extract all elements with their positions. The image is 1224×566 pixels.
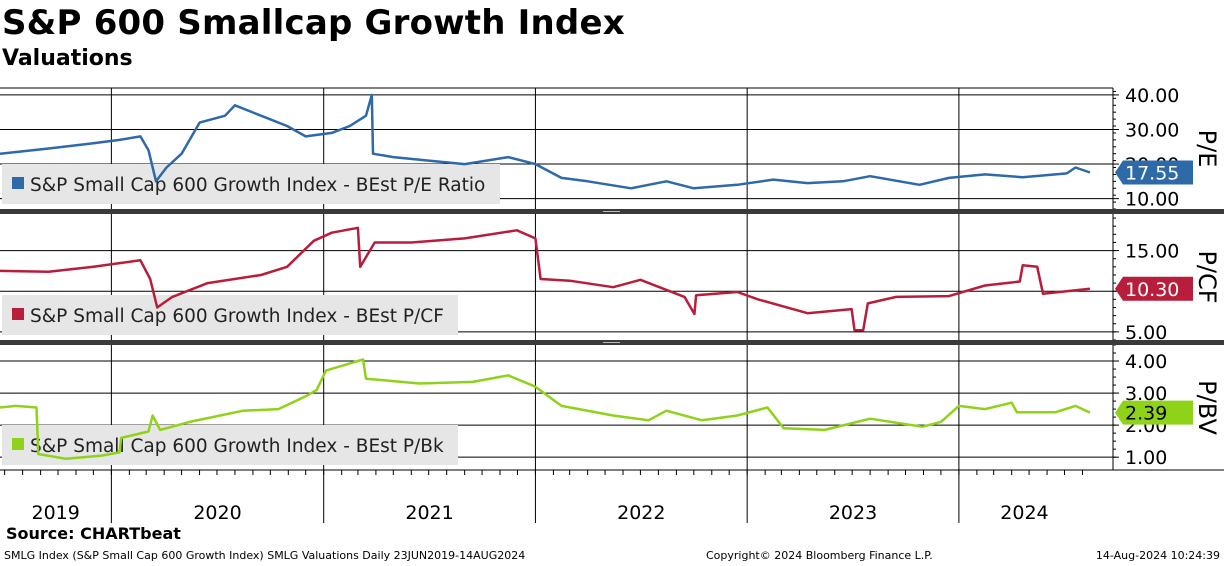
x-tick-label: 2021 bbox=[405, 502, 453, 524]
series-line bbox=[0, 358, 1091, 461]
page-subtitle: Valuations bbox=[2, 46, 133, 71]
x-tick-label: 2022 bbox=[617, 502, 665, 524]
legend-swatch bbox=[12, 438, 24, 450]
y-axis-title: P/E bbox=[1193, 130, 1221, 168]
series-line bbox=[0, 226, 1091, 332]
y-tick-label: 3.00 bbox=[1125, 383, 1167, 405]
legend-label: S&P Small Cap 600 Growth Index - BEst P/… bbox=[30, 306, 444, 327]
legend-background bbox=[2, 164, 500, 204]
legend-swatch bbox=[12, 308, 24, 320]
x-tick-label: 2023 bbox=[829, 502, 877, 524]
y-tick-label: 40.00 bbox=[1125, 85, 1179, 107]
last-value-tag-bg bbox=[1115, 276, 1193, 301]
legend: S&P Small Cap 600 Growth Index - BEst P/… bbox=[2, 164, 500, 204]
legend-swatch bbox=[12, 177, 24, 189]
footer-copyright: Copyright© 2024 Bloomberg Finance L.P. bbox=[706, 549, 933, 562]
x-tick-label: 2020 bbox=[193, 502, 241, 524]
last-value-label: 2.39 bbox=[1125, 403, 1167, 425]
y-tick-label: 10.00 bbox=[1125, 189, 1179, 211]
page-title: S&P 600 Smallcap Growth Index bbox=[2, 3, 625, 43]
series-line bbox=[0, 93, 1091, 190]
last-value-tag: 17.55 bbox=[1115, 160, 1193, 185]
footer-ticker-info: SMLG Index (S&P Small Cap 600 Growth Ind… bbox=[4, 549, 526, 562]
footer-timestamp: 14-Aug-2024 10:24:39 bbox=[1095, 549, 1220, 562]
y-axis-title: P/BV bbox=[1193, 380, 1221, 435]
x-tick-label: 2024 bbox=[1000, 502, 1048, 524]
legend-label: S&P Small Cap 600 Growth Index - BEst P/… bbox=[30, 436, 444, 457]
source-note: Source: CHARTbeat bbox=[6, 524, 181, 543]
last-value-tag-bg bbox=[1115, 160, 1193, 185]
last-value-label: 10.30 bbox=[1125, 279, 1179, 301]
last-value-label: 17.55 bbox=[1125, 163, 1179, 185]
legend: S&P Small Cap 600 Growth Index - BEst P/… bbox=[2, 295, 458, 335]
y-tick-label: 1.00 bbox=[1125, 447, 1167, 469]
y-tick-label: 4.00 bbox=[1125, 351, 1167, 373]
last-value-tag-bg bbox=[1115, 400, 1193, 425]
panel-p-bv: 1.002.003.004.00P/BVS&P Small Cap 600 Gr… bbox=[0, 344, 1221, 470]
legend-background bbox=[2, 295, 458, 335]
legend-label: S&P Small Cap 600 Growth Index - BEst P/… bbox=[30, 175, 485, 196]
last-value-tag: 2.39 bbox=[1115, 400, 1193, 425]
x-tick-label: 2019 bbox=[32, 502, 80, 524]
y-tick-label: 5.00 bbox=[1125, 322, 1167, 344]
legend: S&P Small Cap 600 Growth Index - BEst P/… bbox=[2, 425, 458, 465]
last-value-tag: 10.30 bbox=[1115, 276, 1193, 301]
y-axis-title: P/CF bbox=[1193, 250, 1221, 303]
y-tick-label: 30.00 bbox=[1125, 119, 1179, 141]
y-tick-label: 15.00 bbox=[1125, 241, 1179, 263]
